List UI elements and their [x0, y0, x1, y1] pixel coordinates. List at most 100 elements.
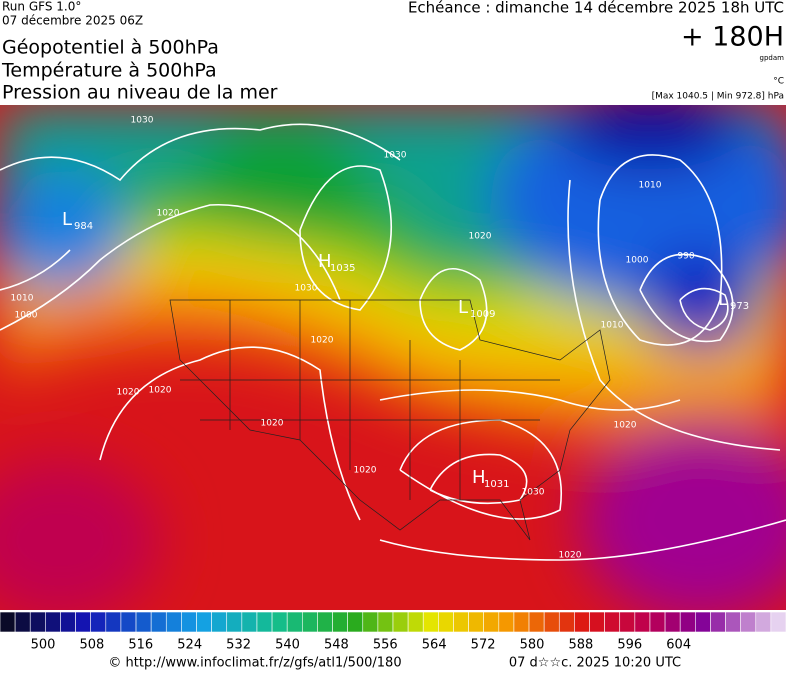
isobar-label: 1020	[311, 336, 334, 346]
colorbar-cell	[664, 611, 681, 633]
colorbar-cell	[105, 611, 122, 633]
colorbar-cell	[75, 611, 91, 633]
title: Géopotentiel à 500hPa	[2, 37, 219, 59]
colorbar-label: 564	[422, 638, 447, 653]
colorbar-cell	[377, 611, 394, 633]
colorbar-cell	[317, 611, 333, 633]
colorbar-cell	[332, 611, 348, 633]
isobar-label: 990	[677, 252, 694, 262]
unit-geo: gpdam	[760, 54, 785, 62]
center-letter: L	[718, 289, 728, 310]
colorbar-cell	[740, 611, 757, 633]
colorbar-label: 508	[79, 638, 104, 653]
isobar-label: 1020	[469, 232, 492, 242]
colorbar-cell	[302, 611, 318, 633]
colorbar-cell	[226, 611, 243, 633]
colorbar-cell	[770, 611, 786, 633]
center-letter: L	[62, 209, 72, 230]
colorbar-cell	[45, 611, 61, 633]
isobar-label: 1020	[149, 386, 172, 396]
colorbar-cell	[574, 611, 590, 633]
run: Run GFS 1.0°	[2, 0, 81, 14]
colorbar-cell	[135, 611, 152, 633]
colorbar-cell	[181, 611, 197, 633]
isobar-label: 1020	[559, 551, 582, 561]
isobar-label: 1030	[295, 284, 318, 294]
isobar-label: 1030	[522, 488, 545, 498]
center-letter: L	[458, 297, 468, 318]
colorbar-cell	[483, 611, 500, 633]
colorbar-label: 500	[31, 638, 56, 653]
colorbar-cell	[453, 611, 469, 633]
center-letter: H	[318, 251, 332, 272]
colorbar-cell	[241, 611, 258, 633]
isobar-label: 1020	[354, 466, 377, 476]
center-value: 1031	[484, 479, 509, 490]
colorbar-cell	[14, 611, 31, 633]
colorbar-cell	[165, 611, 182, 633]
colorbar-cell	[649, 611, 666, 633]
isobar-label: 1010	[601, 321, 624, 331]
isobar-label: 1020	[261, 419, 284, 429]
range: [Max 1040.5 | Min 972.8] hPa	[652, 92, 784, 102]
colorbar-cell	[271, 611, 288, 633]
isobar-label: 1030	[384, 151, 407, 161]
colorbar-cell	[29, 611, 46, 633]
isobar-label: 1030	[131, 116, 154, 126]
colorbar-cell	[558, 611, 575, 633]
center-value: 973	[730, 301, 749, 312]
center-value: 1009	[470, 309, 495, 320]
offset: + 180H	[681, 22, 784, 53]
colorbar-label: 524	[177, 638, 202, 653]
colorbar-cell	[150, 611, 167, 633]
colorbar-label: 580	[520, 638, 545, 653]
colorbar-label: 556	[373, 638, 398, 653]
colorbar-cell	[710, 611, 726, 633]
colorbar-cell	[619, 611, 636, 633]
colorbar-cell	[604, 611, 621, 633]
colorbar-label: 532	[226, 638, 251, 653]
colorbar-cell	[211, 611, 228, 633]
colorbar-cell	[120, 611, 137, 633]
colorbar-cell	[589, 611, 605, 633]
colorbar-cell	[725, 611, 741, 633]
center-value: 1035	[330, 263, 355, 274]
map	[0, 105, 786, 610]
colorbar-cell	[438, 611, 454, 633]
colorbar-cell	[392, 611, 409, 633]
colorbar-label: 540	[275, 638, 300, 653]
colorbar-cell	[407, 611, 424, 633]
colorbar-cell	[634, 611, 651, 633]
center-value: 984	[74, 221, 93, 232]
colorbar-cell	[286, 611, 303, 633]
colorbar-label: 572	[471, 638, 496, 653]
colorbar-label: 588	[568, 638, 593, 653]
colorbar-cell	[90, 611, 107, 633]
colorbar-cell	[362, 611, 379, 633]
isobar-label: 1000	[626, 256, 649, 266]
colorbar-label: 596	[617, 638, 642, 653]
colorbar-cell	[755, 611, 772, 633]
colorbar-cell	[468, 611, 484, 633]
footer-date: 07 d☆☆c. 2025 10:20 UTC	[509, 656, 681, 671]
colorbar-cell	[347, 611, 364, 633]
colorbar-cell	[513, 611, 530, 633]
center-letter: H	[472, 467, 486, 488]
unit-temp: °C	[773, 77, 784, 87]
colorbar-cell	[498, 611, 515, 633]
source: © http://www.infoclimat.fr/z/gfs/atl1/50…	[108, 656, 401, 671]
isobar-label: 1010	[11, 294, 34, 304]
echeance: Echéance : dimanche 14 décembre 2025 18h…	[408, 0, 784, 17]
colorbar-cell	[528, 611, 545, 633]
isobar-label: 1010	[639, 181, 662, 191]
run-date: 07 décembre 2025 06Z	[2, 14, 143, 28]
isobar-label: 1020	[157, 209, 180, 219]
colorbar-cell	[422, 611, 439, 633]
isobar-label: 1000	[15, 311, 38, 321]
colorbar-cell	[256, 611, 273, 633]
isobar-label: 1020	[614, 421, 637, 431]
colorbar-label: 516	[128, 638, 153, 653]
isobar-label: 1020	[117, 388, 140, 398]
